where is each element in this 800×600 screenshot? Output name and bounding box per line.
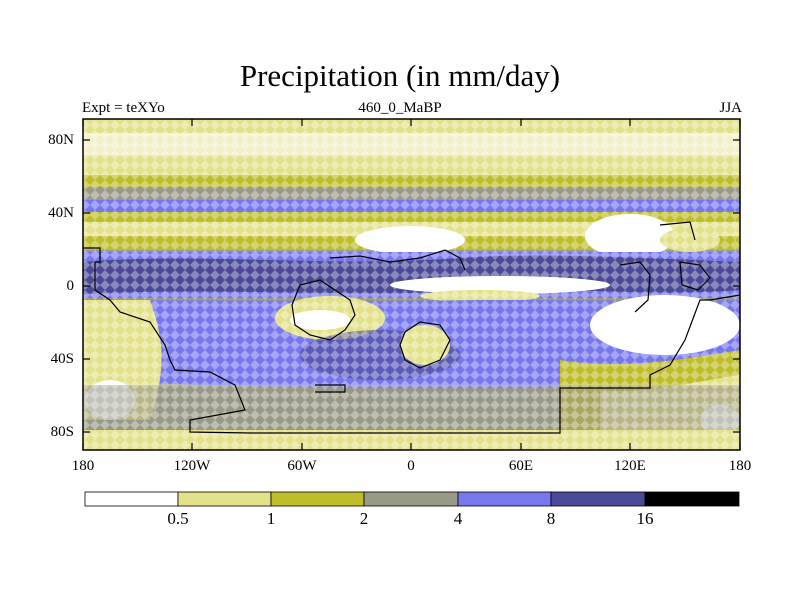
precipitation-field: [83, 119, 740, 450]
lon-label-180w: 180: [71, 458, 95, 474]
lat-label-40n: 40N: [48, 205, 74, 221]
axis-ticks: [82, 119, 741, 450]
colorbar-label-1: 1: [266, 509, 276, 528]
colorbar-swatch-1: [177, 491, 272, 507]
lat-label-80s: 80S: [50, 424, 74, 440]
lon-label-120e: 120E: [614, 458, 646, 474]
plot-title: Precipitation (in mm/day): [239, 58, 561, 93]
lon-label-180e: 180: [728, 458, 752, 474]
experiment-label: Expt = teXYo: [82, 100, 165, 116]
lat-label-0: 0: [66, 278, 75, 294]
continent-outlines: [83, 221, 741, 434]
lon-label-60w: 60W: [287, 458, 317, 474]
colorbar-swatch-4: [457, 491, 552, 507]
season-label: JJA: [719, 100, 742, 116]
time-label: 460_0_MaBP: [358, 100, 442, 116]
colorbar-swatch-2: [270, 491, 365, 507]
colorbar-label-5: 16: [636, 509, 654, 528]
colorbar-swatch-3: [363, 491, 459, 507]
colorbar-label-3: 4: [453, 509, 463, 528]
lon-label-60e: 60E: [508, 458, 534, 474]
colorbar-label-4: 8: [546, 509, 556, 528]
colorbar: [84, 491, 740, 507]
colorbar-label-2: 2: [359, 509, 369, 528]
lon-label-0: 0: [407, 458, 415, 474]
lat-label-80n: 80N: [48, 132, 74, 148]
colorbar-swatch-6: [644, 491, 740, 507]
lat-label-40s: 40S: [50, 351, 74, 367]
colorbar-label-0: 0.5: [167, 509, 189, 528]
colorbar-swatch-0: [84, 491, 179, 507]
lon-label-120w: 120W: [173, 458, 211, 474]
colorbar-swatch-5: [550, 491, 646, 507]
